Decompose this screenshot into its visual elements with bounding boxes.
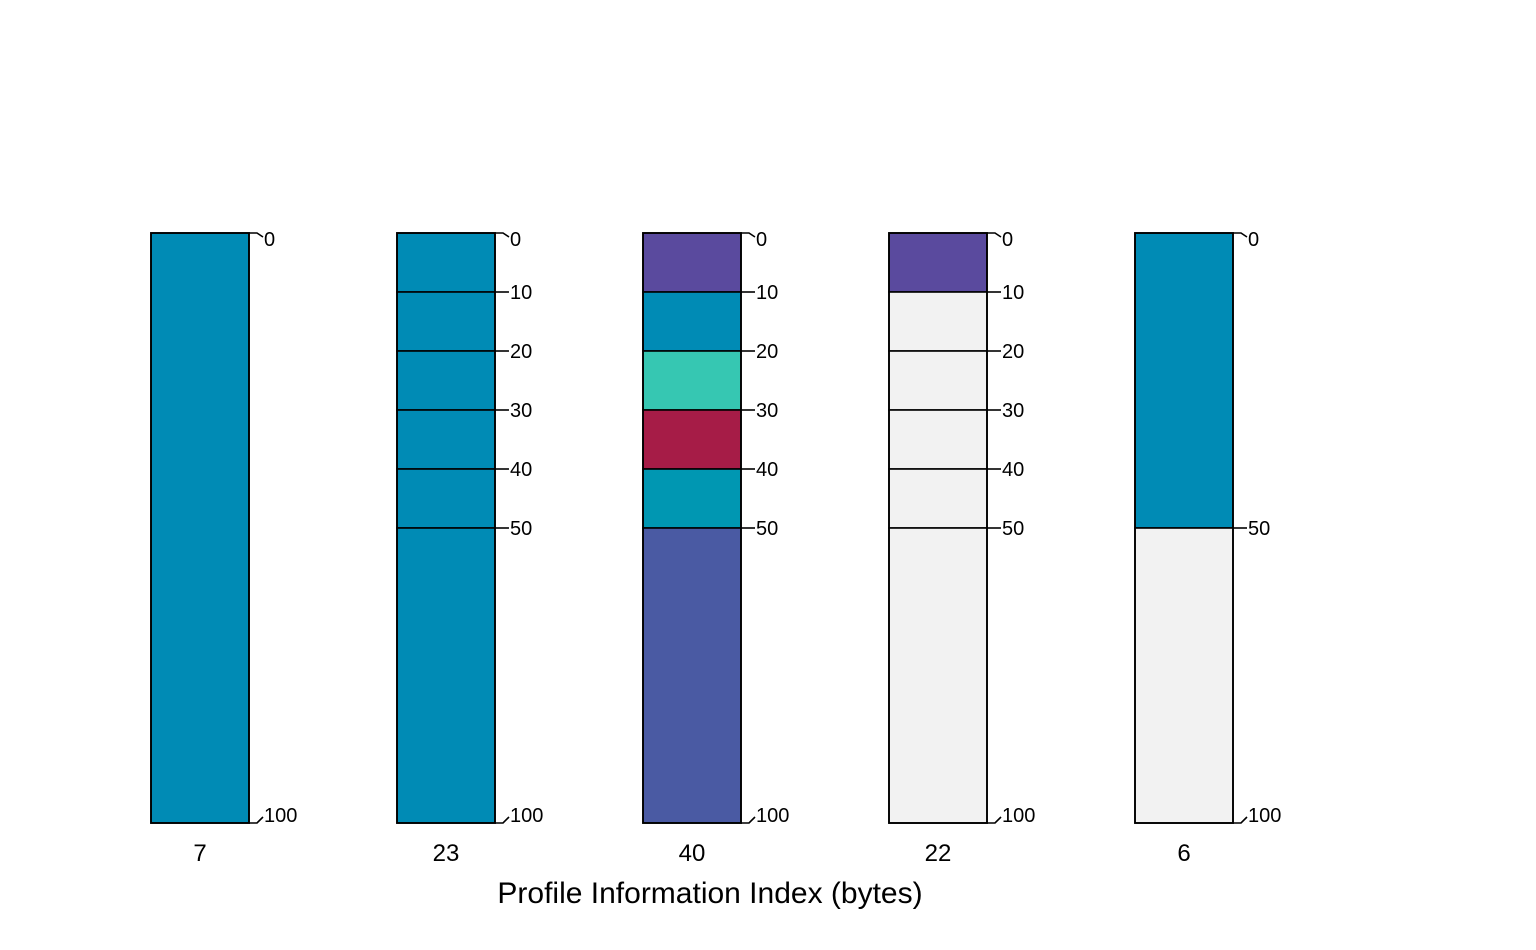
profile-23-segment-3	[396, 409, 496, 470]
profile-23-segment-1	[396, 291, 496, 352]
profile-23-tick-0	[495, 232, 510, 238]
profile-7-tick-0	[249, 232, 264, 238]
profile-6-tick-100	[1233, 816, 1248, 824]
profile-23-tick-label-30: 30	[510, 400, 532, 422]
profile-22-segment-2	[888, 350, 988, 411]
profile-6-tick-label-100: 100	[1248, 805, 1281, 827]
profile-22-tick-label-30: 30	[1002, 400, 1024, 422]
profile-6-segment-0	[1134, 232, 1234, 529]
profile-label-40: 40	[679, 840, 706, 867]
profile-22-tick-label-100: 100	[1002, 805, 1035, 827]
profile-40-segment-0	[642, 232, 742, 293]
profile-7-tick-100	[249, 816, 264, 824]
profile-40-tick-label-50: 50	[756, 518, 778, 540]
profile-column-22: 0 10 20 30 40 50 100 22	[888, 229, 1035, 867]
profile-23-tick-label-10: 10	[510, 282, 532, 304]
profile-6-tick-label-50: 50	[1248, 518, 1270, 540]
profile-7-tick-label-0: 0	[264, 229, 275, 251]
profile-23-tick-label-100: 100	[510, 805, 543, 827]
profile-23-tick-label-50: 50	[510, 518, 532, 540]
profile-label-6: 6	[1177, 840, 1190, 867]
profile-40-tick-label-30: 30	[756, 400, 778, 422]
profile-22-segment-3	[888, 409, 988, 470]
profile-label-22: 22	[925, 840, 952, 867]
profile-40-tick-label-10: 10	[756, 282, 778, 304]
profile-23-tick-label-0: 0	[510, 229, 521, 251]
x-axis-title: Profile Information Index (bytes)	[497, 877, 922, 910]
profile-7-tick-label-100: 100	[264, 805, 297, 827]
profile-column-7: 0 100 7	[150, 229, 297, 867]
profile-23-segment-5	[396, 527, 496, 824]
profile-22-tick-100	[987, 816, 1002, 824]
profile-column-23: 0 10 20 30 40 50 100 23	[396, 229, 543, 867]
profile-7-frame	[150, 232, 250, 824]
profile-6-tick-label-0: 0	[1248, 229, 1259, 251]
profile-23-segment-4	[396, 468, 496, 529]
profile-22-tick-label-20: 20	[1002, 341, 1024, 363]
profile-40-tick-label-20: 20	[756, 341, 778, 363]
profile-22-segment-4	[888, 468, 988, 529]
profile-40-tick-label-100: 100	[756, 805, 789, 827]
profile-40-segment-3	[642, 409, 742, 470]
profile-23-segment-2	[396, 350, 496, 411]
profile-label-7: 7	[193, 840, 206, 867]
profile-22-segment-1	[888, 291, 988, 352]
profile-40-segment-1	[642, 291, 742, 352]
profile-23-tick-100	[495, 816, 510, 824]
profile-22-tick-label-0: 0	[1002, 229, 1013, 251]
profile-40-tick-label-40: 40	[756, 459, 778, 481]
profile-22-tick-label-40: 40	[1002, 459, 1024, 481]
profile-7-segment-0	[150, 232, 250, 824]
profile-23-segment-0	[396, 232, 496, 293]
profile-22-tick-0	[987, 232, 1002, 238]
profile-23-tick-label-40: 40	[510, 459, 532, 481]
profile-40-segment-5	[642, 527, 742, 824]
profile-40-tick-0	[741, 232, 756, 238]
profile-40-tick-label-0: 0	[756, 229, 767, 251]
profile-22-segment-0	[888, 232, 988, 293]
profile-label-23: 23	[433, 840, 460, 867]
profiles-layer: 0100701020304050100230102030405010040010…	[150, 229, 1281, 867]
profile-6-tick-0	[1233, 232, 1248, 238]
profile-40-segment-4	[642, 468, 742, 529]
profile-22-tick-label-10: 10	[1002, 282, 1024, 304]
profile-column-40: 0 10 20 30 40 50 100 40	[642, 229, 789, 867]
profile-40-tick-100	[741, 816, 756, 824]
profile-23-tick-label-20: 20	[510, 341, 532, 363]
profile-6-segment-1	[1134, 527, 1234, 824]
profile-22-segment-5	[888, 527, 988, 824]
profile-column-6: 0 50 100 6	[1134, 229, 1281, 867]
profile-22-tick-label-50: 50	[1002, 518, 1024, 540]
profile-40-segment-2	[642, 350, 742, 411]
